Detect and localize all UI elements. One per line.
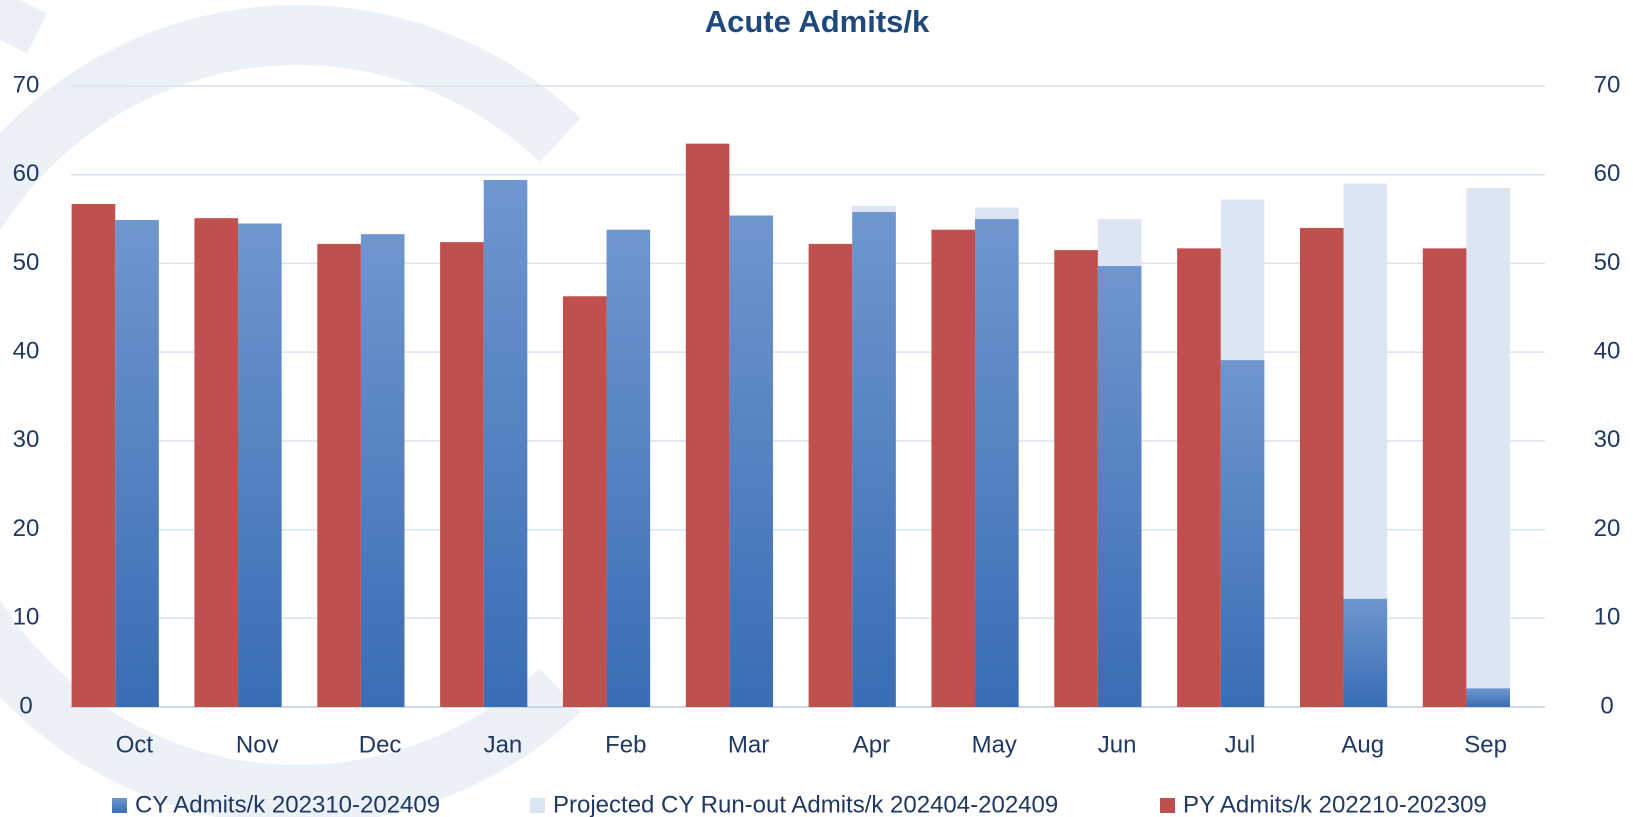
y2-tick-label: 60 xyxy=(1594,160,1621,187)
y2-tick-label: 0 xyxy=(1600,692,1613,719)
x-tick-label: Mar xyxy=(728,731,769,758)
chart-title: Acute Admits/k xyxy=(705,4,930,39)
x-tick-label: Oct xyxy=(116,731,154,758)
bar xyxy=(1054,250,1098,707)
legend-swatch xyxy=(1160,798,1175,813)
bar xyxy=(562,296,607,707)
bar xyxy=(1299,227,1344,707)
bar xyxy=(360,234,405,707)
x-tick-label: Dec xyxy=(359,731,402,758)
legend-label: CY Admits/k 202310-202409 xyxy=(135,791,440,817)
bar xyxy=(1220,360,1265,707)
x-tick-label: Jan xyxy=(484,731,523,758)
legend-swatch xyxy=(112,798,127,813)
y-tick-label: 10 xyxy=(13,604,40,631)
y-tick-label: 50 xyxy=(13,249,40,276)
y-tick-label: 0 xyxy=(19,692,32,719)
y-tick-label: 40 xyxy=(13,337,40,364)
bar xyxy=(1422,248,1467,707)
y-tick-label: 20 xyxy=(13,515,40,542)
bar xyxy=(808,243,853,707)
y2-tick-label: 30 xyxy=(1594,426,1621,453)
y2-tick-label: 70 xyxy=(1594,71,1621,98)
bar xyxy=(931,229,976,707)
y2-tick-label: 20 xyxy=(1594,515,1621,542)
x-tick-label: Apr xyxy=(853,731,890,758)
bar xyxy=(115,219,159,708)
legend-label: Projected CY Run-out Admits/k 202404-202… xyxy=(553,791,1058,817)
legend-swatch xyxy=(530,798,545,813)
x-tick-label: May xyxy=(972,731,1017,758)
x-tick-label: Jul xyxy=(1225,731,1256,758)
bar xyxy=(1466,688,1510,707)
x-tick-label: Jun xyxy=(1098,731,1137,758)
x-tick-label: Sep xyxy=(1464,731,1507,758)
bar xyxy=(975,219,1019,708)
bar xyxy=(483,180,528,708)
x-tick-label: Nov xyxy=(236,731,279,758)
y-tick-label: 30 xyxy=(13,426,40,453)
y-tick-label: 60 xyxy=(13,160,40,187)
x-tick-label: Aug xyxy=(1341,731,1384,758)
bar xyxy=(1177,248,1221,707)
bar xyxy=(238,223,282,707)
y2-tick-label: 40 xyxy=(1594,337,1621,364)
y2-tick-label: 50 xyxy=(1594,249,1621,276)
bar xyxy=(317,243,361,707)
x-tick-label: Feb xyxy=(605,731,646,758)
bar xyxy=(1343,598,1388,707)
bar xyxy=(729,215,773,707)
bar xyxy=(194,218,239,708)
legend-label: PY Admits/k 202210-202309 xyxy=(1183,791,1487,817)
bar xyxy=(440,242,484,707)
y-tick-label: 70 xyxy=(13,71,40,98)
bar xyxy=(1097,266,1142,707)
bar xyxy=(1466,188,1510,707)
bar xyxy=(71,203,116,708)
bar xyxy=(852,211,896,707)
bar xyxy=(685,143,730,707)
bar xyxy=(606,229,651,707)
y2-tick-label: 10 xyxy=(1594,604,1621,631)
background-decoration xyxy=(0,0,581,817)
